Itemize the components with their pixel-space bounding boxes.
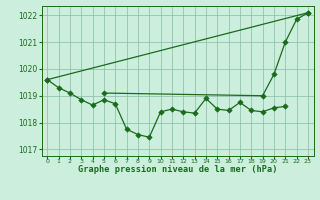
X-axis label: Graphe pression niveau de la mer (hPa): Graphe pression niveau de la mer (hPa) xyxy=(78,165,277,174)
